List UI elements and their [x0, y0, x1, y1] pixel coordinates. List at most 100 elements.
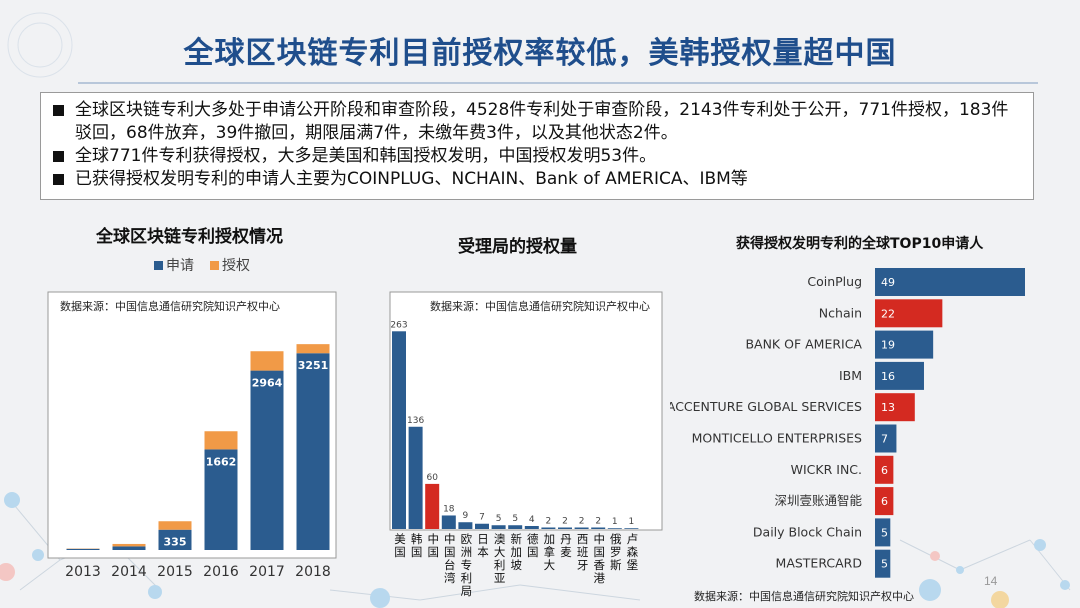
chart2-tick-日本: 日本: [477, 532, 489, 559]
chart1-plot-frame: [47, 291, 337, 559]
legend-swatch-1: [154, 261, 163, 270]
chart1-legend: 申请 授权: [154, 258, 250, 274]
chart2-data-label-卢森堡: 1: [629, 517, 635, 527]
chart2-bar-加拿大: [541, 527, 556, 529]
chart3-tick-深圳壹账通智能: 深圳壹账通智能: [774, 493, 862, 508]
chart1-bar-2018-授权: [296, 344, 330, 354]
chart1-data-label-2016: 1662: [206, 455, 237, 468]
chart2-bar-新加坡: [508, 525, 523, 529]
chart3-data-label-深圳壹账通智能: 6: [881, 495, 888, 508]
chart1-bar-2014-申请: [112, 546, 146, 550]
chart2-bar-丹麦: [558, 527, 572, 529]
chart3-bar-Nchain: [875, 299, 943, 328]
chart3-top10-hbar: CoinPlug 49 Nchain 22 BANK OF AMERICA 19 IBM 16…: [670, 268, 1025, 578]
chart2-tick-中国台湾: 中国台湾: [444, 532, 456, 585]
chart2-data-label-中国台湾: 18: [443, 504, 455, 514]
chart2-data-label-日本: 7: [479, 513, 485, 523]
summary-box: 全球区块链专利大多处于申请公开阶段和审查阶段，4528件专利处于审查阶段，214…: [40, 92, 1034, 200]
chart3-bar-Daily Block Chain: [875, 518, 891, 547]
chart2-tick-美国: 美国: [394, 532, 406, 559]
chart1-tick-2015: 2015: [157, 564, 193, 578]
chart2-bar-卢森堡: [624, 528, 639, 529]
chart2-tick-德国: 德国: [527, 532, 539, 559]
chart3-tick-Daily Block Chain: Daily Block Chain: [753, 524, 862, 539]
chart1-bar-2017-申请: [250, 370, 284, 550]
chart3-data-label-MASTERCARD: 5: [881, 558, 888, 571]
chart2-title: 受理局的授权量: [458, 237, 577, 257]
chart3-data-label-BANK OF AMERICA: 19: [881, 339, 895, 352]
chart2-tick-西班牙: 西班牙: [577, 532, 589, 572]
page-title: 全球区块链专利目前授权率较低，美韩授权量超中国: [183, 36, 897, 71]
chart3-tick-CoinPlug: CoinPlug: [807, 274, 862, 289]
chart3-data-label-MONTICELLO ENTERPRISES: 7: [881, 433, 888, 446]
chart2-data-label-欧洲专利局: 9: [463, 511, 469, 521]
chart2-data-label-西班牙: 2: [579, 516, 585, 526]
chart2-bar-西班牙: [574, 527, 589, 529]
chart3-tick-MONTICELLO ENTERPRISES: MONTICELLO ENTERPRISES: [692, 431, 862, 446]
chart1-data-label-2015: 335: [164, 536, 187, 549]
chart3-tick-BANK OF AMERICA: BANK OF AMERICA: [745, 337, 862, 352]
chart2-bar-中国: [425, 483, 440, 529]
chart2-bar-韩国: [408, 426, 423, 529]
chart2-tick-新加坡: 新加坡: [510, 532, 522, 572]
chart3-tick-IBM: IBM: [839, 368, 862, 383]
chart2-tick-卢森堡: 卢森堡: [627, 532, 639, 572]
legend-swatch-2: [210, 261, 219, 270]
chart1-source: 数据来源：中国信息通信研究院知识产权中心: [60, 299, 280, 313]
chart2-bar-美国: [392, 331, 406, 529]
chart2-tick-韩国: 韩国: [411, 532, 423, 559]
chart1-data-label-2017: 2964: [252, 377, 283, 390]
chart2-tick-欧洲专利局: 欧洲专利局: [461, 532, 473, 598]
chart2-bar-澳大利亚: [491, 525, 506, 529]
chart3-bar-MASTERCARD: [875, 549, 891, 578]
chart2-bar-俄罗斯: [607, 528, 622, 529]
chart2-tick-俄罗斯: 俄罗斯: [610, 532, 622, 572]
chart1-data-label-2018: 3251: [298, 359, 329, 372]
chart1-tick-2016: 2016: [203, 564, 239, 578]
chart3-tick-WICKR INC.: WICKR INC.: [791, 462, 862, 477]
chart1-bar-2014-授权: [112, 543, 146, 547]
summary-bullet-1: 全球区块链专利大多处于申请公开阶段和审查阶段，4528件专利处于审查阶段，214…: [51, 99, 1023, 145]
chart2-data-label-中国: 60: [426, 473, 438, 483]
chart2-data-label-中国香港: 2: [595, 516, 601, 526]
chart2-data-label-澳大利亚: 5: [496, 514, 502, 524]
chart3-tick-ACCENTURE GLOBAL SERVICES: ACCENTURE GLOBAL SERVICES: [670, 399, 862, 414]
chart3-data-label-WICKR INC.: 6: [881, 464, 888, 477]
summary-bullet-2: 全球771件专利获得授权，大多是美国和韩国授权发明，中国授权发明53件。: [51, 145, 1023, 168]
chart2-tick-加拿大: 加拿大: [544, 532, 556, 572]
legend-label-1: 申请: [166, 258, 194, 274]
chart2-bar-中国香港: [591, 527, 606, 529]
chart2-data-label-俄罗斯: 1: [612, 517, 618, 527]
chart3-data-label-Nchain: 22: [881, 307, 895, 320]
chart1-tick-2018: 2018: [295, 564, 331, 578]
chart2-data-label-韩国: 136: [407, 416, 424, 426]
chart1-title: 全球区块链专利授权情况: [96, 227, 283, 247]
chart2-tick-澳大利亚: 澳大利亚: [494, 532, 506, 585]
chart3-bar-ACCENTURE GLOBAL SERVICES: [875, 393, 915, 422]
chart1-bar-2016-授权: [204, 431, 238, 450]
chart3-bar-BANK OF AMERICA: [875, 330, 934, 359]
chart3-data-label-ACCENTURE GLOBAL SERVICES: 13: [881, 401, 895, 414]
chart3-title: 获得授权发明专利的全球TOP10申请人: [736, 236, 984, 252]
chart2-bar-欧洲专利局: [458, 522, 473, 529]
chart3-tick-Nchain: Nchain: [819, 305, 862, 320]
chart2-tick-中国香港: 中国香港: [593, 532, 605, 585]
chart2-data-label-德国: 4: [529, 515, 535, 525]
chart1-bar-2016-申请: [204, 449, 238, 550]
chart3-bar-深圳壹账通智能: [875, 487, 894, 516]
chart1-tick-2017: 2017: [249, 564, 285, 578]
chart2-source: 数据来源：中国信息通信研究院知识产权中心: [430, 299, 650, 313]
title-divider: [78, 82, 1038, 84]
chart2-tick-丹麦: 丹麦: [560, 532, 572, 559]
chart2-data-label-美国: 263: [390, 320, 407, 330]
chart2-data-label-丹麦: 2: [562, 516, 568, 526]
chart1-tick-2014: 2014: [111, 564, 147, 578]
chart3-data-label-Daily Block Chain: 5: [881, 526, 888, 539]
chart3-data-label-IBM: 16: [881, 370, 895, 383]
chart2-bar-日本: [475, 523, 489, 529]
chart2-bar-中国台湾: [441, 515, 456, 529]
chart3-bar-WICKR INC.: [875, 455, 894, 484]
chart3-bar-IBM: [875, 361, 924, 390]
chart3-bar-MONTICELLO ENTERPRISES: [875, 424, 897, 453]
